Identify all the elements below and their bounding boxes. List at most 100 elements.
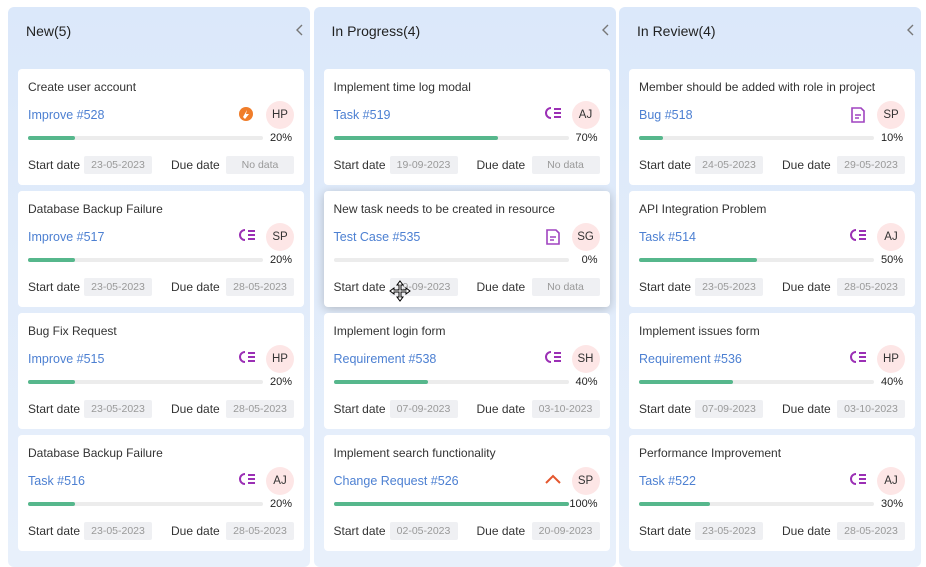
type-icon (544, 472, 562, 491)
task-link[interactable]: Change Request #526 (333, 474, 459, 488)
collapse-button[interactable] (600, 23, 610, 42)
due-label: Due date (782, 280, 831, 294)
progress-fill (333, 380, 428, 384)
type-icon (544, 106, 562, 125)
type-icon (849, 350, 867, 369)
card-title: Implement search functionality (333, 446, 496, 460)
start-date: 23-05-2023 (695, 522, 763, 540)
start-date: 07-09-2023 (695, 400, 763, 418)
task-link[interactable]: Bug #518 (639, 108, 693, 122)
progress-fill (639, 502, 710, 506)
assignee-avatar: HP (877, 345, 905, 373)
task-card[interactable]: Member should be added with role in proj… (629, 69, 915, 185)
progress-label: 10% (880, 132, 903, 144)
assignee-avatar: AJ (571, 101, 600, 129)
column-title: In Progress(4) (331, 23, 421, 39)
type-icon (544, 350, 562, 369)
due-date: 03-10-2023 (837, 400, 905, 418)
task-card[interactable]: API Integration Problem Task #514 AJ 50% Sta… (629, 191, 915, 307)
assignee-avatar: AJ (877, 467, 905, 495)
task-link[interactable]: Improve #528 (28, 108, 105, 122)
due-date: 28-05-2023 (837, 278, 905, 296)
due-date: No data (531, 278, 600, 296)
progress-fill (333, 502, 569, 506)
progress-fill (28, 136, 75, 140)
type-icon (849, 106, 867, 129)
progress-track (639, 136, 874, 140)
column-title: New(5) (26, 23, 72, 39)
task-card[interactable]: Create user account Improve #528 HP 20% Star… (18, 69, 304, 185)
progress-label: 40% (880, 376, 903, 388)
assignee-avatar: SG (571, 223, 600, 251)
collapse-button[interactable] (294, 23, 304, 42)
due-label: Due date (476, 524, 526, 538)
start-label: Start date (333, 524, 386, 538)
assignee-avatar: HP (266, 101, 294, 129)
column: In Progress(4) Implement time log modal Ta… (313, 7, 616, 567)
due-label: Due date (476, 402, 526, 416)
start-date: 23-05-2023 (84, 278, 152, 296)
progress-track (28, 136, 263, 140)
start-label: Start date (639, 158, 692, 172)
task-link[interactable]: Test Case #535 (333, 230, 421, 244)
task-link[interactable]: Task #519 (333, 108, 391, 122)
task-link[interactable]: Task #516 (28, 474, 85, 488)
task-card[interactable]: Database Backup Failure Task #516 AJ 20% Sta… (18, 435, 304, 551)
progress-track (639, 258, 874, 262)
task-card[interactable]: Performance Improvement Task #522 AJ 30% Sta… (629, 435, 915, 551)
task-link[interactable]: Requirement #538 (333, 352, 437, 366)
task-link[interactable]: Task #514 (639, 230, 696, 244)
due-date: 28-05-2023 (226, 400, 294, 418)
start-label: Start date (333, 402, 386, 416)
due-date: 28-05-2023 (226, 522, 294, 540)
task-link[interactable]: Requirement #536 (639, 352, 742, 366)
progress-track (333, 258, 569, 262)
start-date: 24-05-2023 (695, 156, 763, 174)
progress-label: 100% (569, 498, 598, 510)
progress-label: 20% (269, 498, 292, 510)
progress-track (28, 380, 263, 384)
due-label: Due date (782, 402, 831, 416)
start-date: 23-05-2023 (695, 278, 763, 296)
due-label: Due date (171, 158, 220, 172)
type-icon (238, 350, 256, 369)
due-date: 28-05-2023 (226, 278, 294, 296)
task-card[interactable]: Bug Fix Request Improve #515 HP 20% Start da… (18, 313, 304, 429)
due-label: Due date (782, 158, 831, 172)
progress-track (333, 136, 569, 140)
collapse-button[interactable] (905, 23, 915, 42)
progress-label: 70% (575, 132, 598, 144)
due-date: 03-10-2023 (531, 400, 600, 418)
card-title: API Integration Problem (639, 202, 767, 216)
start-date: 23-05-2023 (84, 400, 152, 418)
card-title: Database Backup Failure (28, 202, 163, 216)
task-card[interactable]: Implement search functionality Change Req… (323, 435, 610, 551)
task-link[interactable]: Improve #515 (28, 352, 105, 366)
progress-track (639, 502, 874, 506)
progress-track (639, 380, 874, 384)
progress-track (333, 380, 569, 384)
type-icon (238, 228, 256, 247)
task-card[interactable]: Implement login form Requirement #538 SH 40… (323, 313, 610, 429)
start-label: Start date (639, 402, 692, 416)
column: In Review(4) Member should be added with … (619, 7, 921, 567)
card-title: Implement time log modal (333, 80, 471, 94)
task-link[interactable]: Improve #517 (28, 230, 105, 244)
column-title: In Review(4) (637, 23, 716, 39)
column: New(5) Create user account Improve #528 HP 2… (8, 7, 310, 567)
assignee-avatar: AJ (266, 467, 294, 495)
start-date: 19-09-2023 (389, 156, 458, 174)
due-label: Due date (782, 524, 831, 538)
card-title: Bug Fix Request (28, 324, 117, 338)
task-card[interactable]: Database Backup Failure Improve #517 SP 20%… (18, 191, 304, 307)
assignee-avatar: AJ (877, 223, 905, 251)
task-card[interactable]: Implement time log modal Task #519 AJ 70% St… (323, 69, 610, 185)
task-link[interactable]: Task #522 (639, 474, 696, 488)
start-label: Start date (333, 158, 386, 172)
task-card[interactable]: Implement issues form Requirement #536 HP 4… (629, 313, 915, 429)
task-card[interactable]: New task needs to be created in resource… (323, 191, 610, 307)
type-icon (544, 228, 562, 251)
assignee-avatar: SP (266, 223, 294, 251)
start-label: Start date (28, 158, 81, 172)
start-label: Start date (333, 280, 386, 294)
